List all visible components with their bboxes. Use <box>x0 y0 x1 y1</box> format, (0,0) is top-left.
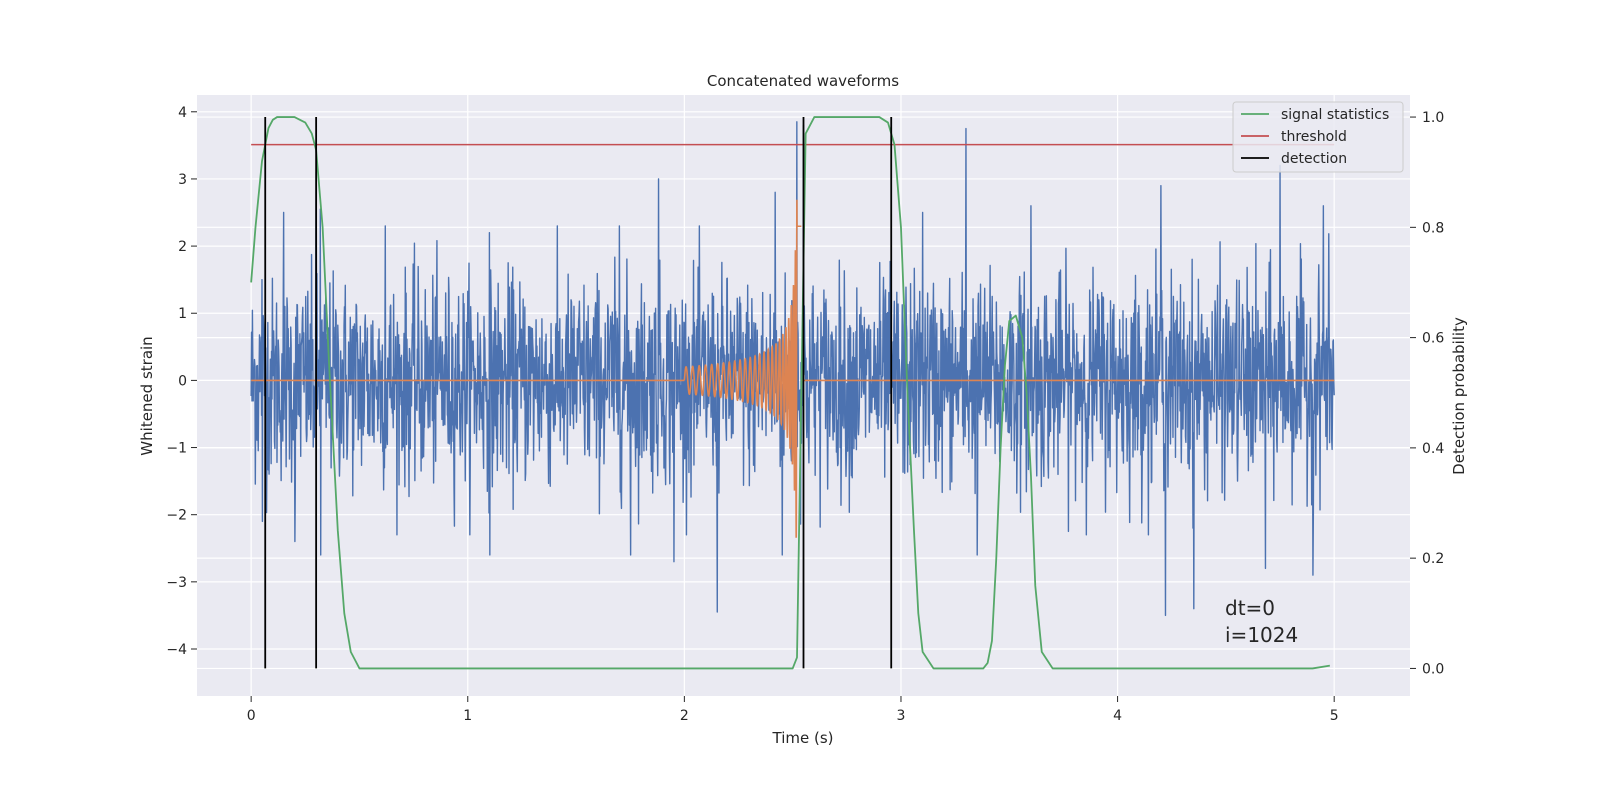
series-waveform <box>251 199 1335 538</box>
chart-title: Concatenated waveforms <box>707 72 899 90</box>
x-axis-ticks: 0 1 2 3 4 5 <box>247 696 1339 724</box>
legend: signal statistics threshold detection <box>1232 101 1404 173</box>
annotation-dt: dt=0 <box>1225 596 1275 620</box>
y-axis-ticks: −4 −3 −2 −1 0 1 2 3 4 <box>166 105 197 658</box>
legend-label-detection: detection <box>1281 151 1347 167</box>
x-tick-label-5: 5 <box>1330 708 1339 724</box>
x-axis-label: Time (s) <box>772 729 834 747</box>
x-tick-label-0: 0 <box>247 708 256 724</box>
y-tick-label-8: 4 <box>178 105 187 121</box>
series-signal-statistics <box>250 116 1331 670</box>
legend-box <box>1232 101 1404 173</box>
x-tick-label-2: 2 <box>680 708 689 724</box>
y-right-tick-label-1: 0.2 <box>1422 551 1444 567</box>
y-right-tick-label-0: 0.0 <box>1422 661 1444 677</box>
y-tick-label-4: 0 <box>178 373 187 389</box>
y-tick-label-5: 1 <box>178 306 187 322</box>
annotation: dt=0 i=1024 <box>1225 596 1298 647</box>
y-tick-label-1: −3 <box>166 575 187 591</box>
y-right-tick-label-4: 0.8 <box>1422 220 1444 236</box>
y-right-tick-label-3: 0.6 <box>1422 331 1444 347</box>
annotation-index: i=1024 <box>1225 623 1298 647</box>
y-axis-label: Whitened strain <box>138 336 156 455</box>
y-right-tick-label-5: 1.0 <box>1422 110 1444 126</box>
y-tick-label-0: −4 <box>166 642 187 658</box>
legend-label-signal-statistics: signal statistics <box>1281 107 1389 123</box>
x-tick-label-4: 4 <box>1113 708 1122 724</box>
y-right-axis-ticks: 0.0 0.2 0.4 0.6 0.8 1.0 <box>1410 110 1444 677</box>
y-tick-label-6: 2 <box>178 239 187 255</box>
y-tick-label-3: −1 <box>166 441 187 457</box>
y-right-axis-label: Detection probability <box>1450 317 1468 475</box>
y-right-tick-label-2: 0.4 <box>1422 441 1444 457</box>
x-tick-label-1: 1 <box>463 708 472 724</box>
x-tick-label-3: 3 <box>897 708 906 724</box>
y-tick-label-2: −2 <box>166 508 187 524</box>
y-tick-label-7: 3 <box>178 172 187 188</box>
legend-label-threshold: threshold <box>1281 129 1347 145</box>
